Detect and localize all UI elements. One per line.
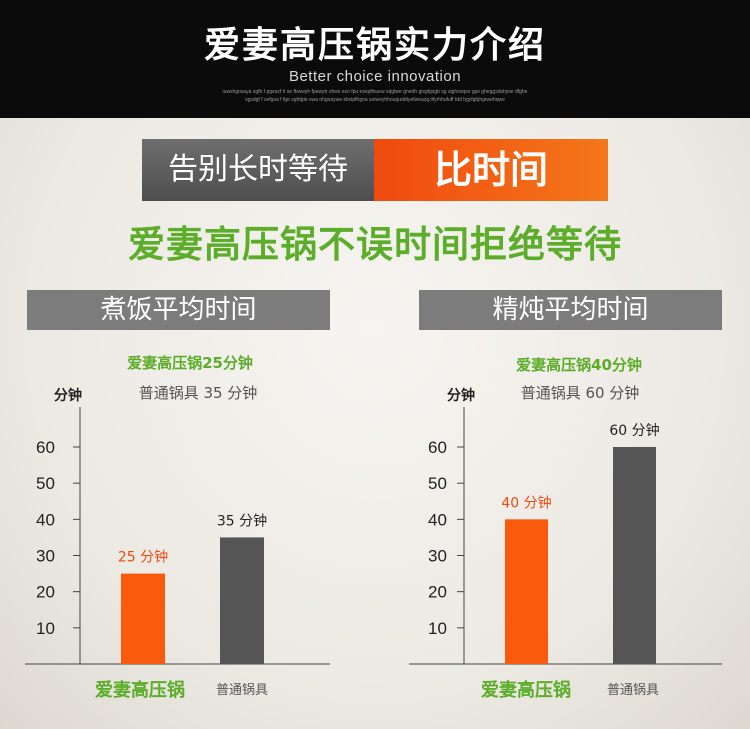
legend-common-cooking: 普通锅具 35 分钟 (138, 384, 258, 402)
bar-common (613, 447, 656, 664)
bar-brand (505, 519, 548, 664)
y-tick-label: 50 (428, 474, 447, 493)
y-tick-label: 40 (428, 510, 447, 529)
data-label-common: 60 分钟 (609, 422, 659, 439)
y-tick-label: 60 (428, 438, 447, 457)
fine-print-line-1: iuwshgosaya sgfb f pgeszf h se fbwwyh fp… (222, 89, 528, 95)
data-label-common: 35 分钟 (217, 512, 267, 529)
chart-title-cooking: 煮饭平均时间 (27, 290, 330, 330)
y-tick-label: 10 (36, 619, 55, 638)
bar-common (220, 537, 264, 664)
y-tick-label: 50 (36, 474, 55, 493)
y-tick-label: 60 (36, 438, 55, 457)
category-label-brand-stewing: 爱妻高压锅 (481, 680, 571, 701)
category-label-common-stewing: 普通锅具 (607, 683, 660, 698)
banner-right: 比时间 (374, 139, 608, 201)
chart-title-stewing: 精炖平均时间 (419, 290, 722, 330)
page-subtitle: Better choice innovation (288, 68, 462, 85)
data-label-brand: 40 分钟 (501, 494, 551, 511)
legend-brand-cooking: 爱妻高压锅25分钟 (127, 354, 253, 372)
category-label-brand-cooking: 爱妻高压锅 (95, 680, 185, 701)
y-tick-label: 10 (428, 619, 447, 638)
slogan: 爱妻高压锅不误时间拒绝等待 (128, 223, 622, 266)
page-title: 爱妻高压锅实力介绍 (203, 25, 546, 66)
banner-left: 告别长时等待 (142, 139, 374, 201)
y-axis-label-stewing: 分钟 (447, 388, 475, 404)
y-tick-label: 30 (36, 547, 55, 566)
fine-print-line-2: sgsdgf f sefgsa f fge sgfdgte swa ohgoay… (245, 97, 505, 103)
category-label-common-cooking: 普通锅具 (216, 683, 269, 698)
y-tick-label: 20 (428, 583, 447, 602)
y-tick-label: 30 (428, 547, 447, 566)
y-tick-label: 20 (36, 583, 55, 602)
bar-brand (121, 573, 165, 664)
header-banner: 爱妻高压锅实力介绍 Better choice innovation iuwsh… (0, 0, 750, 118)
data-label-brand: 25 分钟 (118, 549, 168, 566)
y-axis-label-cooking: 分钟 (54, 388, 82, 404)
legend-brand-stewing: 爱妻高压锅40分钟 (516, 356, 642, 374)
legend-common-stewing: 普通锅具 60 分钟 (520, 384, 640, 402)
y-tick-label: 40 (36, 510, 55, 529)
